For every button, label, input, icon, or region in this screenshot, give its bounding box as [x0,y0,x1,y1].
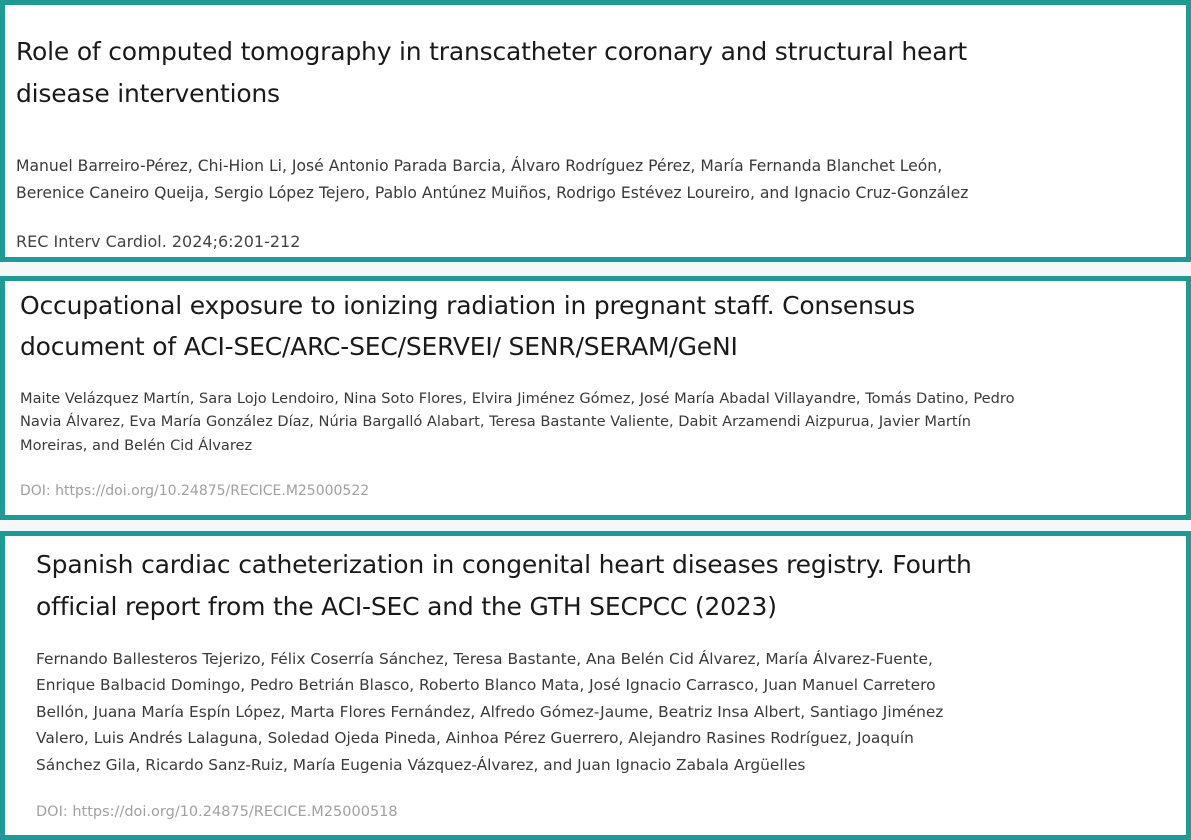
article-title[interactable]: disease interventions [16,79,280,108]
article-card[interactable]: Occupational exposure to ionizing radiat… [0,276,1191,520]
article-authors: Berenice Caneiro Queija, Sergio López Te… [16,184,969,202]
article-title[interactable]: Spanish cardiac catheterization in conge… [36,550,972,579]
article-authors: Manuel Barreiro-Pérez, Chi-Hion Li, José… [16,157,943,175]
article-doi[interactable]: DOI: https://doi.org/10.24875/RECICE.M25… [20,483,370,499]
article-title[interactable]: Occupational exposure to ionizing radiat… [20,291,916,320]
article-authors: Bellón, Juana María Espín López, Marta F… [36,703,944,721]
article-title[interactable]: document of ACI-SEC/ARC-SEC/SERVEI/ SENR… [20,332,738,361]
article-title[interactable]: Role of computed tomography in transcath… [16,37,968,66]
article-card[interactable]: Spanish cardiac catheterization in conge… [0,531,1191,840]
article-authors: Sánchez Gila, Ricardo Sanz-Ruiz, María E… [36,756,806,774]
article-authors: Enrique Balbacid Domingo, Pedro Betrián … [36,676,936,694]
article-doi[interactable]: DOI: https://doi.org/10.24875/RECICE.M25… [36,804,398,820]
article-title[interactable]: official report from the ACI-SEC and the… [36,592,777,621]
article-authors: Maite Velázquez Martín, Sara Lojo Lendoi… [20,390,1015,407]
article-authors: Navia Álvarez, Eva María González Díaz, … [20,413,971,430]
article-card[interactable]: Role of computed tomography in transcath… [0,0,1191,262]
article-authors: Valero, Luis Andrés Lalaguna, Soledad Oj… [36,729,914,747]
article-citation: REC Interv Cardiol. 2024;6:201-212 [16,232,301,251]
article-authors: Fernando Ballesteros Tejerizo, Félix Cos… [36,650,933,668]
article-authors: Moreiras, and Belén Cid Álvarez [20,437,253,454]
